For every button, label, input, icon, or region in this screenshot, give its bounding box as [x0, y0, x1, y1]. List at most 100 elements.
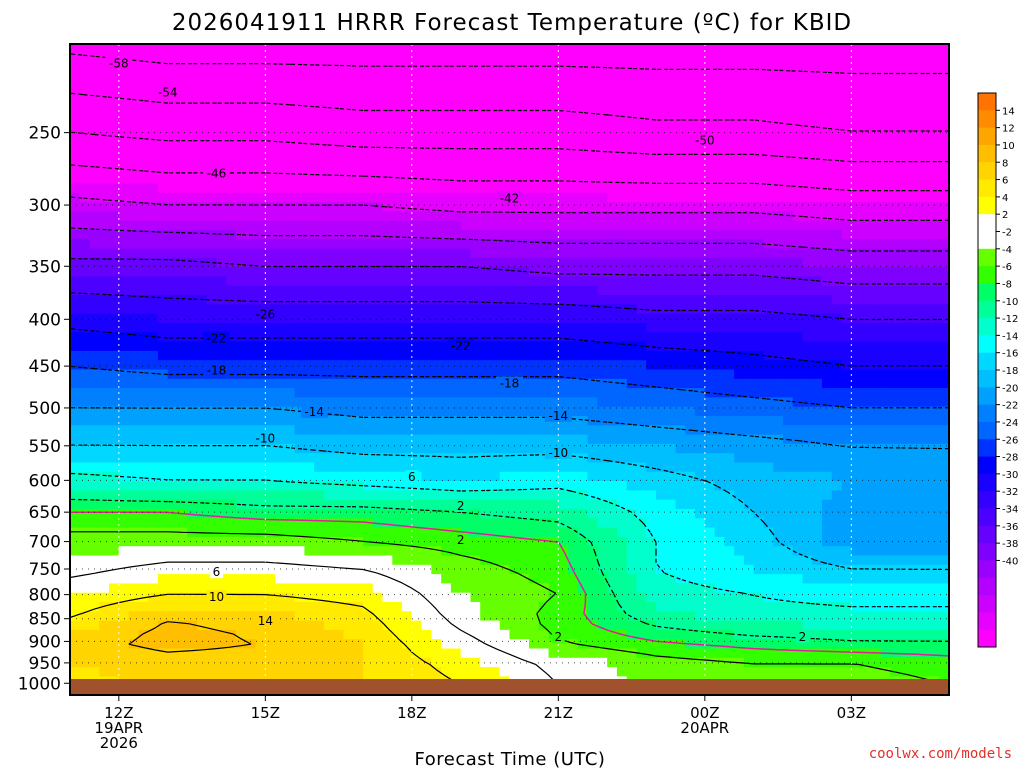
field-cell	[245, 490, 257, 501]
field-cell	[616, 490, 628, 501]
field-cell	[353, 462, 364, 473]
field-cell	[353, 285, 364, 296]
field-cell	[323, 443, 335, 454]
field-cell	[802, 248, 813, 259]
field-cell	[460, 109, 472, 119]
field-cell	[177, 248, 188, 259]
field-cell	[870, 44, 882, 54]
field-cell	[392, 313, 403, 324]
field-cell	[294, 211, 305, 222]
field-cell	[822, 397, 833, 408]
field-cell	[587, 71, 598, 82]
field-cell	[323, 434, 335, 445]
field-cell	[89, 248, 100, 259]
field-cell	[734, 304, 745, 315]
field-cell	[597, 481, 608, 491]
field-cell	[734, 462, 745, 473]
field-cell	[206, 471, 218, 482]
field-cell	[548, 546, 559, 557]
field-cell	[626, 155, 638, 166]
field-cell	[304, 378, 315, 389]
field-cell	[167, 462, 179, 473]
field-cell	[646, 499, 657, 510]
field-cell	[157, 350, 169, 361]
field-cell	[118, 137, 130, 147]
field-cell	[880, 332, 891, 343]
field-cell	[851, 257, 862, 268]
field-cell	[460, 146, 472, 157]
field-cell	[480, 555, 491, 566]
field-cell	[314, 527, 325, 538]
field-cell	[831, 499, 843, 510]
field-cell	[284, 313, 296, 324]
field-cell	[900, 499, 911, 510]
field-cell	[148, 202, 159, 212]
field-cell	[616, 220, 628, 231]
field-cell	[695, 192, 706, 203]
field-cell	[489, 555, 501, 566]
field-cell	[255, 443, 266, 454]
field-cell	[148, 90, 159, 101]
field-cell	[792, 164, 804, 175]
field-cell	[206, 406, 218, 417]
field-cell	[558, 527, 569, 538]
field-cell	[138, 518, 149, 529]
field-cell	[763, 518, 774, 529]
field-cell	[812, 360, 823, 371]
field-cell	[861, 332, 872, 343]
field-cell	[616, 118, 628, 129]
field-cell	[509, 434, 520, 445]
field-cell	[900, 369, 911, 380]
field-cell	[343, 527, 354, 538]
field-cell	[743, 546, 755, 557]
field-cell	[656, 313, 667, 324]
field-cell	[577, 211, 589, 222]
field-cell	[314, 248, 325, 259]
field-cell	[626, 304, 638, 315]
field-cell	[372, 276, 384, 287]
field-cell	[343, 434, 354, 445]
field-cell	[441, 527, 452, 538]
field-cell	[128, 211, 139, 222]
field-cell	[480, 137, 491, 147]
field-cell	[822, 81, 833, 92]
field-cell	[196, 313, 208, 324]
field-cell	[265, 285, 276, 296]
field-cell	[714, 276, 725, 287]
field-cell	[382, 555, 393, 566]
field-cell	[441, 443, 452, 454]
field-cell	[548, 155, 559, 166]
field-cell	[255, 192, 266, 203]
field-cell	[597, 369, 608, 380]
field-cell	[255, 332, 266, 343]
field-cell	[275, 481, 286, 491]
field-cell	[861, 369, 872, 380]
field-cell	[304, 323, 315, 333]
field-cell	[822, 267, 833, 278]
field-cell	[421, 369, 432, 380]
field-cell	[616, 546, 628, 557]
field-cell	[626, 443, 638, 454]
field-cell	[538, 397, 550, 408]
field-cell	[167, 285, 179, 296]
field-cell	[626, 369, 638, 380]
field-cell	[529, 192, 540, 203]
field-cell	[157, 285, 169, 296]
field-cell	[861, 453, 872, 464]
field-cell	[782, 248, 794, 259]
field-cell	[392, 443, 403, 454]
field-cell	[236, 481, 247, 491]
field-cell	[558, 360, 569, 371]
field-cell	[831, 202, 843, 212]
field-cell	[753, 267, 765, 278]
field-cell	[665, 71, 677, 82]
field-cell	[577, 220, 589, 231]
field-cell	[333, 53, 345, 64]
field-cell	[363, 257, 374, 268]
field-cell	[929, 71, 940, 82]
field-cell	[363, 527, 374, 538]
field-cell	[177, 211, 188, 222]
field-cell	[509, 99, 520, 110]
field-cell	[382, 44, 393, 54]
field-cell	[118, 211, 130, 222]
